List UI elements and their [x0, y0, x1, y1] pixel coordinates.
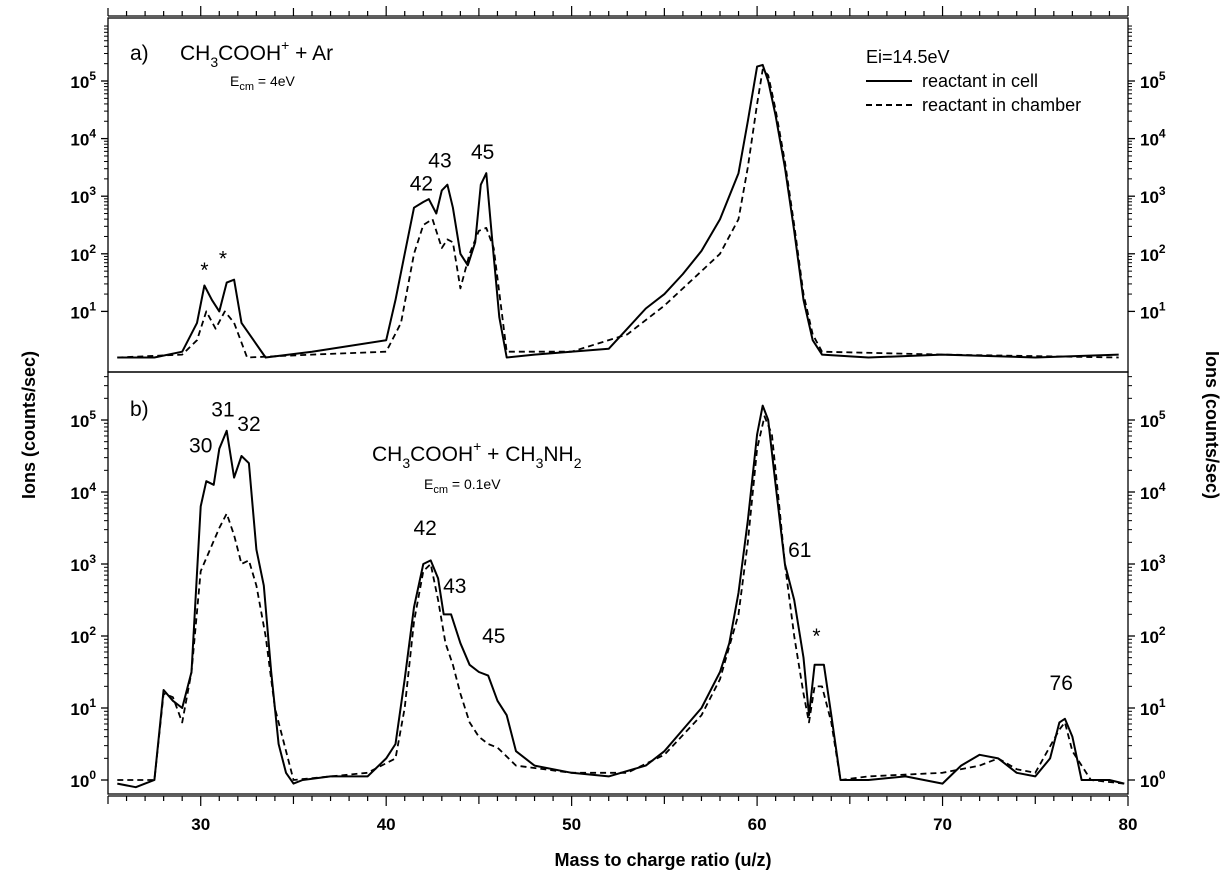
- x-tick-label: 80: [1119, 815, 1138, 834]
- peak-label: 45: [471, 141, 494, 164]
- legend-label-solid: reactant in cell: [922, 71, 1038, 91]
- peak-label: 43: [428, 149, 451, 172]
- x-tick-label: 40: [377, 815, 396, 834]
- y-tick-label-left: 105: [70, 69, 96, 92]
- y-tick-label-right: 101: [1140, 696, 1166, 719]
- y-tick-label-left: 105: [70, 408, 96, 431]
- peak-label: 42: [413, 517, 436, 540]
- y-tick-label-right: 100: [1140, 768, 1166, 791]
- x-tick-label: 70: [933, 815, 952, 834]
- panel-b-frame: [107, 371, 1129, 795]
- y-tick-label-right: 101: [1140, 299, 1166, 322]
- x-axis-title: Mass to charge ratio (u/z): [554, 850, 771, 870]
- peak-label: 30: [189, 434, 212, 457]
- legend-header: Ei=14.5eV: [866, 47, 950, 67]
- y-tick-label-left: 103: [70, 552, 96, 575]
- x-axis-ticks: 30 40 50 60 70 80: [107, 6, 1138, 834]
- peak-label: *: [812, 625, 820, 648]
- y-tick-label-right: 104: [1140, 480, 1166, 503]
- y-tick-label-left: 100: [70, 768, 96, 791]
- y-tick-label-right: 103: [1140, 184, 1166, 207]
- peak-label: 43: [443, 575, 466, 598]
- y-axis-title-right: Ions (counts/sec): [1202, 351, 1221, 499]
- peak-label: *: [219, 247, 227, 270]
- y-tick-label-right: 104: [1140, 127, 1166, 150]
- peak-label: 32: [237, 413, 260, 436]
- y-tick-label-right: 103: [1140, 552, 1166, 575]
- collision-energy-b: Ecm = 0.1eV: [424, 476, 501, 496]
- series-a-chamber: [117, 68, 1119, 359]
- y-tick-label-left: 102: [70, 242, 96, 265]
- y-tick-label-left: 104: [70, 127, 96, 150]
- y-axis-title-left: Ions (counts/sec): [19, 351, 39, 499]
- peak-label: 76: [1050, 672, 1073, 695]
- series-b-cell: [117, 404, 1125, 789]
- series-a-cell: [117, 63, 1119, 359]
- panel-label-b: b): [130, 398, 149, 421]
- peak-label: 31: [211, 398, 234, 421]
- peak-label: 61: [788, 539, 811, 562]
- y-tick-label-left: 101: [70, 299, 96, 322]
- y-tick-label-right: 102: [1140, 242, 1166, 265]
- collision-energy-a: Ecm = 4eV: [230, 73, 296, 93]
- y-tick-label-right: 102: [1140, 624, 1166, 647]
- y-tick-label-right: 105: [1140, 69, 1166, 92]
- x-tick-label: 50: [562, 815, 581, 834]
- y-tick-label-left: 101: [70, 696, 96, 719]
- legend: Ei=14.5eV reactant in cell reactant in cha…: [866, 47, 1081, 115]
- panel-b: 100 100 101 101 102 102 103 103 104 104 105 105 30 31…: [70, 371, 1166, 795]
- peak-label: 45: [482, 625, 505, 648]
- reaction-formula-b: CH3COOH+ + CH3NH2: [372, 438, 582, 471]
- series-b-chamber: [117, 415, 1125, 785]
- y-tick-label-left: 102: [70, 624, 96, 647]
- x-tick-label: 30: [191, 815, 210, 834]
- y-tick-label-right: 105: [1140, 408, 1166, 431]
- y-tick-label-left: 103: [70, 184, 96, 207]
- reaction-formula-a: CH3COOH+ + Ar: [180, 37, 333, 70]
- panel-label-a: a): [130, 42, 149, 65]
- x-tick-label: 60: [748, 815, 767, 834]
- legend-label-dashed: reactant in chamber: [922, 95, 1081, 115]
- peak-label: *: [200, 259, 208, 282]
- peak-label: 42: [410, 172, 433, 195]
- y-tick-label-left: 104: [70, 480, 96, 503]
